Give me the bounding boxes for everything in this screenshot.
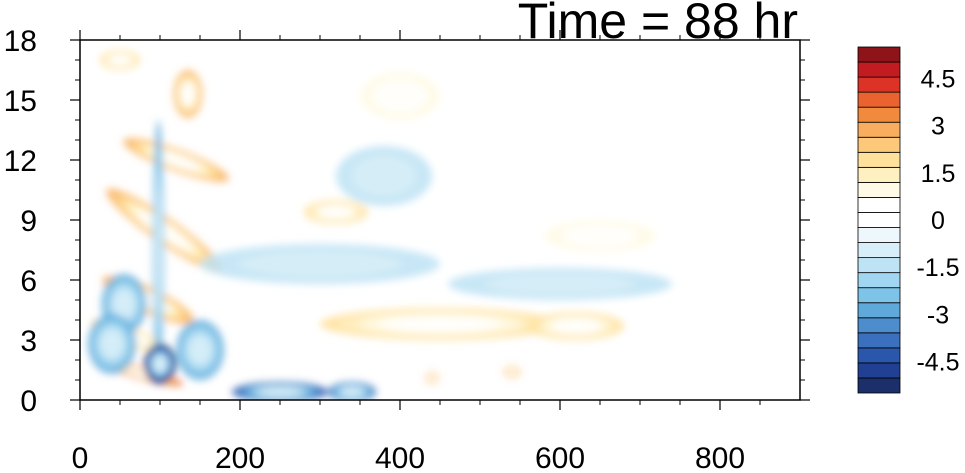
contour-feature [336,146,432,206]
y-tick-label: 0 [20,385,37,418]
contour-feature [448,268,672,300]
colorbar-box [857,302,901,319]
contour-level [378,315,502,333]
colorbar-box [857,347,901,364]
colorbar-box [857,136,901,153]
colorbar-box [857,61,901,78]
contour-level [351,155,417,197]
contour-level [113,289,135,319]
contour-level [137,210,191,250]
colorbar-box [857,317,901,334]
x-tick-label: 800 [695,442,745,473]
contour-level [259,387,301,397]
colorbar-label: 4.5 [921,65,956,93]
colorbar-label: 1.5 [921,160,956,188]
contour-feature [200,244,440,284]
contour-level [155,187,162,313]
colorbar-label: -1.5 [916,254,959,282]
y-tick-label: 12 [4,145,37,178]
x-tick-label: 0 [72,442,89,473]
contour-feature [123,138,229,182]
y-tick-label: 6 [20,265,37,298]
x-tick-label: 200 [215,442,265,473]
y-axis: 0 3 6 9 12 15 18 [4,25,810,418]
colorbar-box [857,227,901,243]
contour-feature [425,372,439,384]
contour-level [429,375,435,381]
colorbar-box [857,46,901,63]
contour-feature [152,120,164,380]
contour-feature [176,320,224,380]
y-tick-label: 18 [4,25,37,58]
colorbar-label: 0 [931,207,945,235]
x-tick-label: 600 [535,442,585,473]
contour-level [239,250,401,278]
colorbar-box [857,212,901,228]
contour-feature [328,382,376,400]
colorbar-box [857,181,901,198]
contour-level [100,329,124,359]
colorbar-box [857,362,901,379]
contour-feature [173,70,203,118]
colorbar-box [857,377,901,394]
contour-feature [100,50,140,70]
contour-level [319,205,353,219]
colorbar-box [857,91,901,108]
contour-level [341,387,363,397]
colorbar-label: 3 [931,113,945,141]
x-tick-label: 400 [375,442,425,473]
contour-level [508,369,516,375]
contour-level [484,273,636,295]
y-tick-label: 9 [20,205,37,238]
colorbar: 4.5 3 1.5 0 -1.5 -3 -4.5 [857,46,960,394]
contour-level [562,225,638,247]
contour-feature [106,188,222,272]
contour-feature [504,366,520,378]
colorbar-label: -3 [927,301,949,329]
colorbar-box [857,121,901,138]
contour-level [188,335,212,365]
colorbar-box [857,106,901,123]
colorbar-label: -4.5 [916,349,959,377]
contour-level [551,318,601,334]
contour-feature [144,344,176,384]
contour-level [109,54,131,66]
contour-feature [544,220,656,252]
contour-level [373,79,427,113]
contour-feature [320,308,560,340]
colorbar-box [857,332,901,349]
contour-level [151,149,201,171]
colorbar-box [857,272,901,289]
colorbar-box [857,242,901,259]
contour-feature [360,72,440,120]
colorbar-box [857,197,901,213]
colorbar-box [857,76,901,93]
contour-feature [304,200,368,224]
y-tick-label: 15 [4,85,37,118]
y-tick-label: 3 [20,325,37,358]
colorbar-box [857,287,901,304]
contour-feature [88,314,136,374]
colorbar-box [857,257,901,274]
contour-feature [232,382,328,400]
chart-title: Time = 88 hr [518,0,798,49]
contour-level [181,83,195,105]
contour-feature [528,312,624,340]
x-axis: 0 200 400 600 800 [72,30,761,473]
colorbar-box [857,151,901,168]
contour-field [88,50,672,400]
contour-level [153,355,167,373]
colorbar-box [857,166,901,183]
